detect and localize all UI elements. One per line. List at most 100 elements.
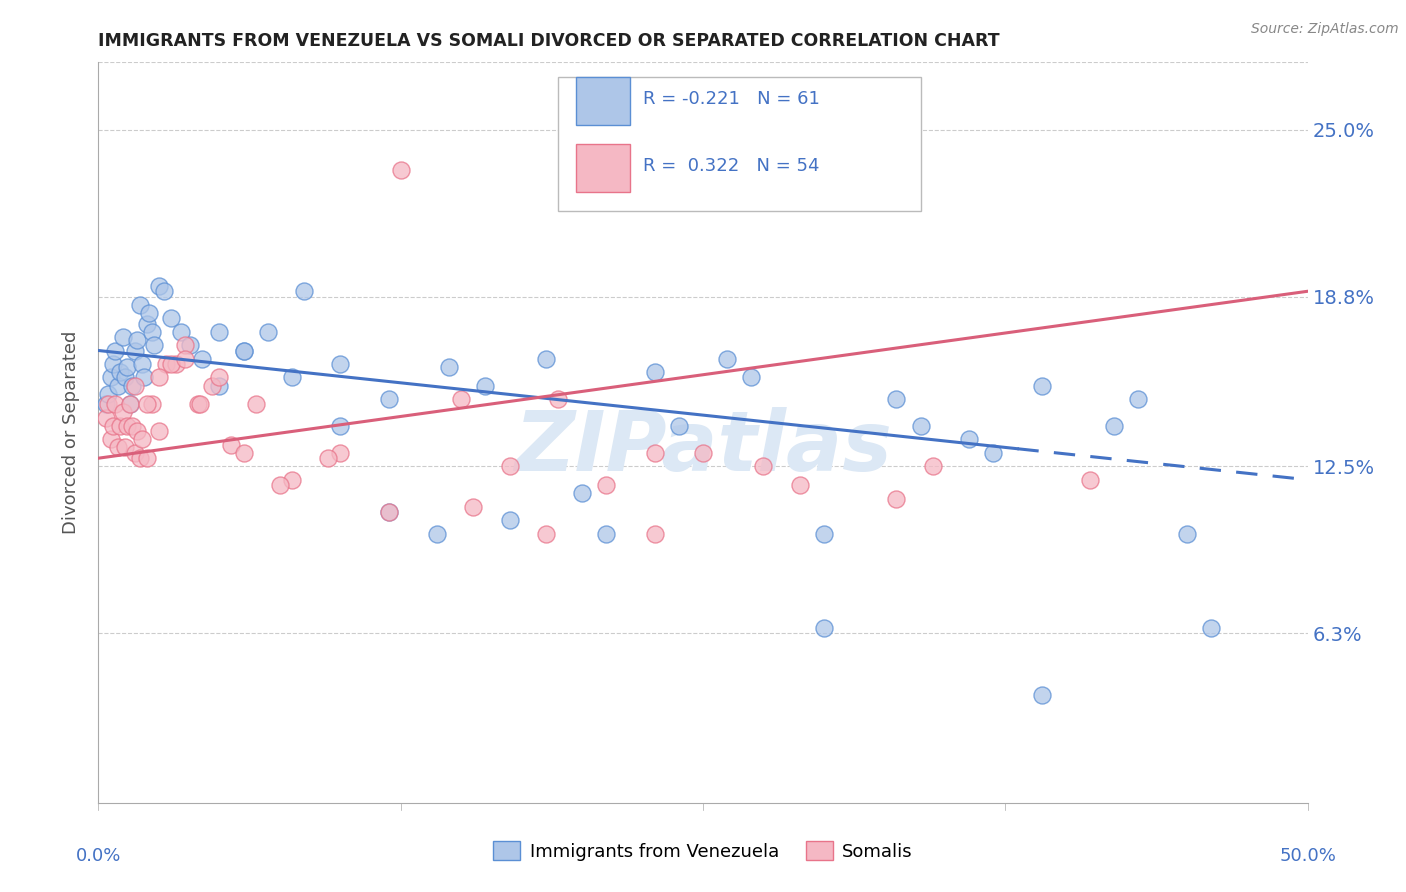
Point	[124, 378, 146, 392]
Point	[886, 491, 908, 506]
Point	[128, 451, 150, 466]
Point	[740, 370, 762, 384]
Point	[329, 446, 352, 460]
Point	[426, 526, 449, 541]
Point	[118, 397, 141, 411]
Point	[148, 279, 170, 293]
Point	[135, 317, 157, 331]
Point	[148, 370, 170, 384]
Point	[232, 343, 254, 358]
Point	[117, 359, 139, 374]
Text: R =  0.322   N = 54: R = 0.322 N = 54	[643, 157, 820, 175]
Point	[94, 397, 117, 411]
Point	[245, 397, 267, 411]
Point	[208, 370, 231, 384]
Point	[716, 351, 738, 366]
Point	[377, 392, 399, 406]
Point	[104, 343, 127, 358]
Point	[256, 325, 278, 339]
Point	[97, 386, 120, 401]
Point	[813, 526, 835, 541]
Point	[644, 526, 666, 541]
Point	[187, 397, 209, 411]
Point	[329, 357, 352, 371]
Point	[121, 378, 143, 392]
Point	[148, 424, 170, 438]
Point	[463, 500, 485, 514]
Point	[160, 357, 183, 371]
Point	[117, 418, 139, 433]
Text: 0.0%: 0.0%	[76, 847, 121, 865]
Point	[1199, 621, 1222, 635]
Point	[547, 392, 569, 406]
Point	[534, 351, 557, 366]
Point	[100, 370, 122, 384]
Legend: Immigrants from Venezuela, Somalis: Immigrants from Venezuela, Somalis	[486, 834, 920, 868]
Point	[191, 351, 214, 366]
Text: IMMIGRANTS FROM VENEZUELA VS SOMALI DIVORCED OR SEPARATED CORRELATION CHART: IMMIGRANTS FROM VENEZUELA VS SOMALI DIVO…	[98, 32, 1000, 50]
Point	[571, 486, 593, 500]
Point	[124, 343, 146, 358]
Point	[886, 392, 908, 406]
Point	[692, 446, 714, 460]
Point	[114, 441, 136, 455]
Point	[329, 418, 352, 433]
Point	[111, 330, 134, 344]
Point	[450, 392, 472, 406]
Point	[169, 325, 191, 339]
FancyBboxPatch shape	[558, 78, 921, 211]
Point	[131, 357, 153, 371]
Point	[121, 418, 143, 433]
FancyBboxPatch shape	[576, 78, 630, 126]
Point	[1031, 688, 1053, 702]
Text: ZIPatlas: ZIPatlas	[515, 407, 891, 488]
Point	[114, 370, 136, 384]
Point	[208, 378, 231, 392]
Point	[232, 343, 254, 358]
Point	[281, 370, 304, 384]
Point	[498, 513, 520, 527]
Point	[1031, 378, 1053, 392]
Point	[134, 370, 156, 384]
Point	[127, 333, 149, 347]
Point	[921, 459, 943, 474]
Point	[141, 325, 163, 339]
Point	[281, 473, 304, 487]
Point	[97, 397, 120, 411]
Point	[752, 459, 775, 474]
Point	[292, 285, 315, 299]
Point	[389, 163, 412, 178]
Point	[1078, 473, 1101, 487]
Point	[269, 478, 291, 492]
Point	[135, 451, 157, 466]
Point	[107, 378, 129, 392]
Point	[377, 505, 399, 519]
Text: 50.0%: 50.0%	[1279, 847, 1336, 865]
Point	[165, 357, 187, 371]
Point	[957, 433, 980, 447]
Point	[188, 397, 211, 411]
Point	[377, 505, 399, 519]
Point	[128, 298, 150, 312]
Point	[127, 424, 149, 438]
FancyBboxPatch shape	[576, 144, 630, 192]
Point	[1128, 392, 1150, 406]
Point	[201, 378, 224, 392]
Point	[118, 397, 141, 411]
Point	[789, 478, 811, 492]
Point	[174, 351, 197, 366]
Text: R = -0.221   N = 61: R = -0.221 N = 61	[643, 90, 820, 109]
Point	[101, 418, 124, 433]
Point	[104, 397, 127, 411]
Point	[221, 438, 243, 452]
Point	[108, 365, 131, 379]
Y-axis label: Divorced or Separated: Divorced or Separated	[62, 331, 80, 534]
Point	[131, 433, 153, 447]
Point	[141, 397, 163, 411]
Point	[111, 405, 134, 419]
Point	[595, 478, 617, 492]
Point	[179, 338, 201, 352]
Point	[437, 359, 460, 374]
Point	[232, 446, 254, 460]
Point	[107, 441, 129, 455]
